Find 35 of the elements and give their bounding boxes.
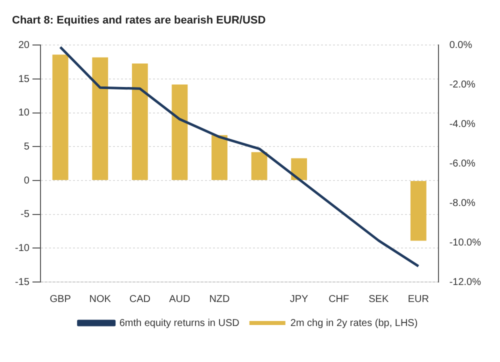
bar (212, 135, 228, 180)
y-tick-label: -5 (20, 209, 30, 220)
bar (132, 63, 148, 180)
x-tick-label: JPY (290, 294, 309, 305)
legend-label: 6mth equity returns in USD (119, 318, 240, 329)
x-tick-label: CHF (328, 294, 350, 305)
y2-tick-label: -4.0% (449, 118, 476, 130)
x-tick-label: GBP (50, 294, 72, 305)
y2-tick-label: -8.0% (449, 198, 476, 209)
y2-tick-label: -6.0% (449, 158, 476, 170)
y-tick-label: -10 (15, 242, 30, 254)
y2-tick-label: -10.0% (449, 237, 482, 248)
x-tick-label: NOK (89, 294, 112, 305)
y-tick-label: 0 (24, 175, 30, 186)
y-tick-label: 10 (18, 108, 30, 119)
x-tick-label: EUR (408, 294, 429, 305)
y-tick-label: 15 (18, 74, 30, 85)
legend-label: 2m chg in 2y rates (bp, LHS) (290, 318, 418, 329)
x-tick-label: AUD (169, 294, 190, 305)
y2-tick-label: -2.0% (449, 79, 476, 90)
y-tick-label: 5 (24, 141, 30, 152)
x-tick-label: NZD (209, 294, 230, 305)
y2-tick-label: -12.0% (449, 276, 482, 288)
bar (172, 84, 188, 180)
y-tick-label: 20 (18, 40, 30, 51)
bar (291, 158, 308, 180)
y-tick-label: -15 (15, 276, 30, 288)
bar (251, 152, 268, 180)
x-tick-label: CAD (129, 294, 150, 305)
bar (52, 54, 68, 180)
bar (92, 57, 108, 180)
x-tick-label: SEK (368, 294, 389, 305)
bar (410, 181, 426, 241)
y2-tick-label: 0.0% (449, 40, 472, 51)
chart-title: Chart 8: Equities and rates are bearish EUR/USD (12, 14, 266, 27)
